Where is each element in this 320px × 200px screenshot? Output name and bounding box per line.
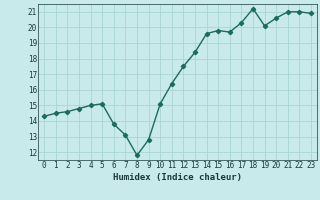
X-axis label: Humidex (Indice chaleur): Humidex (Indice chaleur) [113, 173, 242, 182]
